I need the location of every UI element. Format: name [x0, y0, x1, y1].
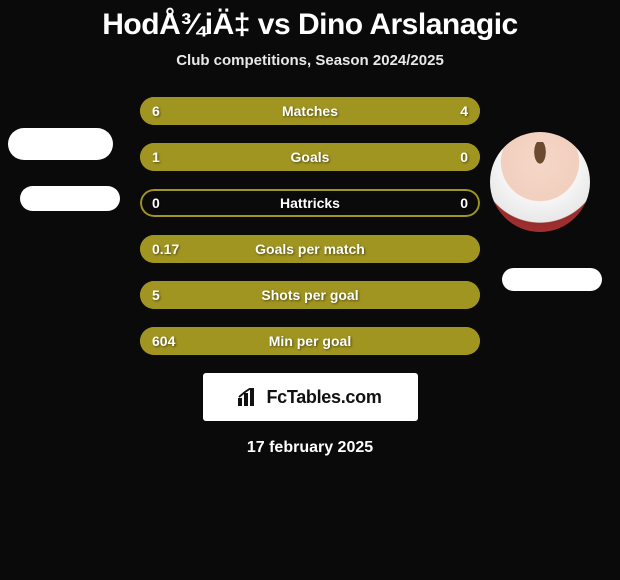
- stat-row: 1Goals0: [140, 143, 480, 171]
- player-right-badge: [502, 268, 602, 291]
- stat-row: 6Matches4: [140, 97, 480, 125]
- stat-label: Goals per match: [140, 241, 480, 257]
- stat-label: Shots per goal: [140, 287, 480, 303]
- brand-box: FcTables.com: [203, 373, 418, 421]
- stat-value-right: 0: [460, 149, 468, 165]
- player-left-avatar-1: [8, 128, 113, 160]
- stat-row: 0Hattricks0: [140, 189, 480, 217]
- stat-row: 0.17Goals per match: [140, 235, 480, 263]
- stat-label: Goals: [140, 149, 480, 165]
- player-left-avatar-2: [20, 186, 120, 211]
- stat-row: 5Shots per goal: [140, 281, 480, 309]
- stat-row: 604Min per goal: [140, 327, 480, 355]
- stat-value-right: 4: [460, 103, 468, 119]
- page-title: HodÅ¾iÄ‡ vs Dino Arslanagic: [0, 8, 620, 42]
- season-subtitle: Club competitions, Season 2024/2025: [0, 52, 620, 69]
- stat-label: Hattricks: [140, 195, 480, 211]
- bars-icon: [238, 388, 260, 406]
- stat-label: Min per goal: [140, 333, 480, 349]
- stat-value-right: 0: [460, 195, 468, 211]
- player-right-avatar: [490, 132, 590, 232]
- stat-label: Matches: [140, 103, 480, 119]
- brand-text: FcTables.com: [266, 387, 381, 408]
- comparison-card: HodÅ¾iÄ‡ vs Dino Arslanagic Club competi…: [0, 8, 620, 580]
- date-line: 17 february 2025: [0, 439, 620, 457]
